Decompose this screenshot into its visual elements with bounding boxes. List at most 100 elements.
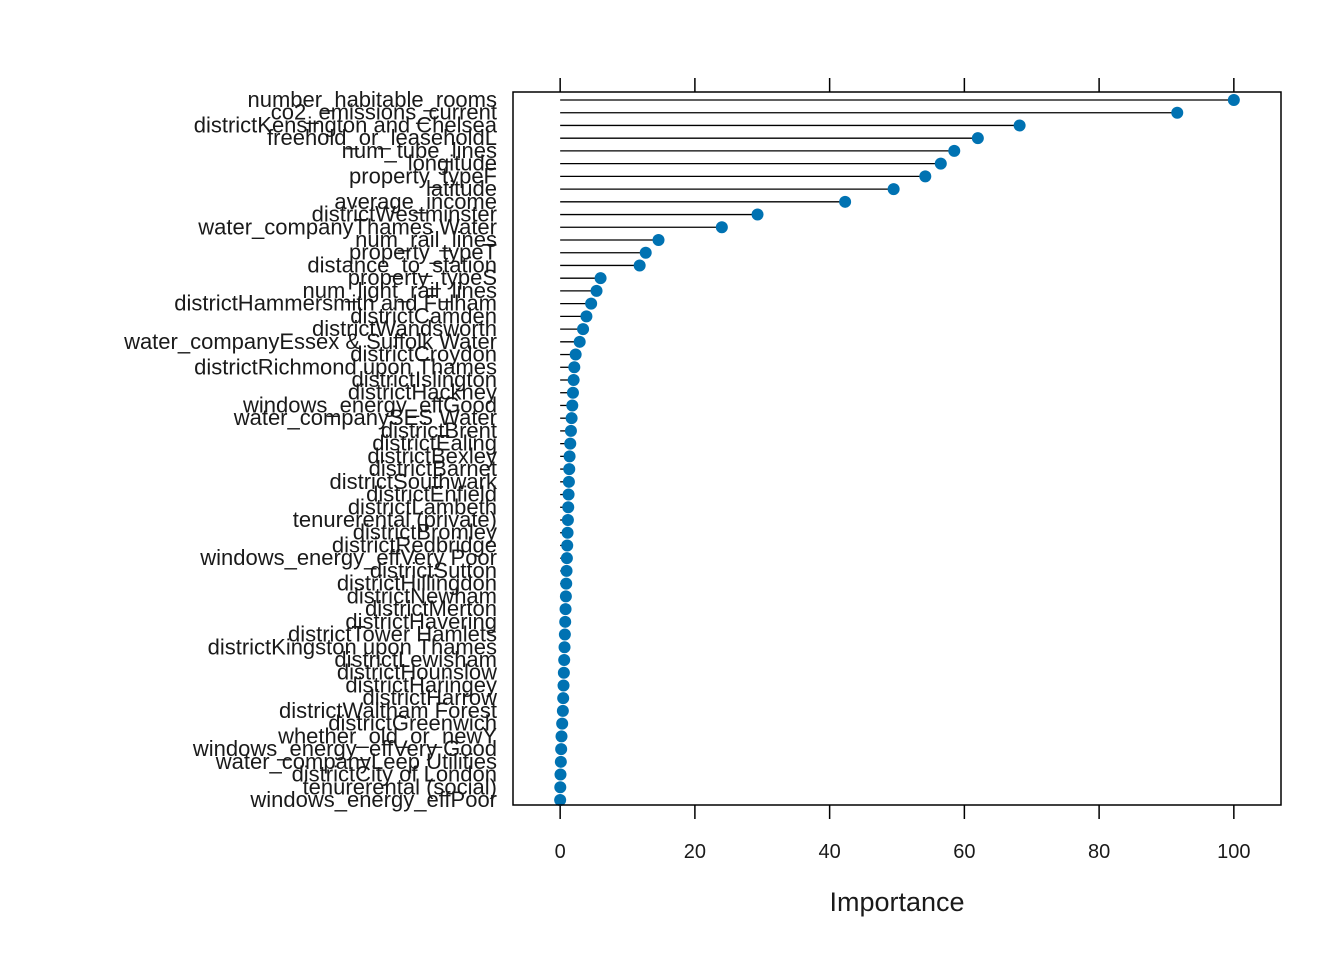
variable-label: distance_to_station [307, 252, 497, 277]
data-point [580, 310, 593, 323]
variable-label: water_companyEssex & Suffolk Water [123, 329, 497, 354]
data-point [577, 323, 590, 336]
variable-label: districtBromley [353, 520, 497, 545]
data-point [567, 374, 580, 386]
data-point [633, 259, 646, 272]
variable-label: districtLambeth [348, 494, 497, 519]
data-point [639, 246, 652, 259]
variable-label: districtCamden [350, 303, 497, 328]
variable-label: districtNewham [347, 583, 497, 608]
data-point [585, 297, 598, 310]
top-axis-ticks [559, 78, 1235, 92]
variable-label: water_companyThames Water [197, 214, 497, 239]
data-point [556, 704, 569, 717]
x-tick-label: 20 [684, 841, 706, 863]
data-point [934, 157, 947, 170]
data-point [971, 132, 984, 145]
variable-label: districtHillingdon [337, 571, 497, 596]
variable-label: freehold_or_leaseholdL [267, 125, 497, 150]
variable-label: water_companySES Water [233, 405, 497, 430]
data-point [561, 526, 574, 539]
data-point [1227, 94, 1240, 106]
data-point [560, 552, 573, 565]
variable-label: districtGreenwich [328, 711, 497, 736]
variable-label: districtHammersmith and Fulham [174, 291, 497, 316]
data-point [564, 424, 577, 437]
data-point [590, 284, 603, 297]
data-point [559, 603, 572, 616]
variable-label: num_tube_lines [342, 138, 497, 163]
data-point [573, 335, 586, 348]
data-point [562, 501, 575, 514]
data-point [560, 577, 573, 590]
variable-label: average_income [334, 189, 497, 214]
variable-label: districtCity of London [292, 762, 497, 787]
x-tick-label: 60 [953, 841, 975, 863]
variable-label: districtWestminster [312, 202, 497, 227]
data-point [559, 615, 572, 628]
variable-label: districtBexley [367, 443, 497, 468]
variable-label: tenurerental (social) [303, 774, 497, 799]
variable-label: longitude [408, 151, 497, 176]
variable-label: districtWandsworth [312, 316, 497, 341]
variable-label: districtHounslow [337, 660, 497, 685]
variable-label: windows_energy_effVery Good [192, 736, 497, 761]
data-point [561, 514, 574, 526]
data-point [558, 641, 571, 654]
variable-label: whether_old_or_newY [277, 723, 497, 748]
variable-label: tenurerental (private) [293, 507, 497, 532]
variable-labels: number_habitable_roomsco2_emissions_curr… [123, 87, 498, 812]
variable-label: water_companyLeep Utilities [215, 749, 497, 774]
x-tick-label: 0 [555, 841, 566, 863]
data-point [557, 679, 570, 692]
data-point [919, 170, 932, 183]
data-point [554, 755, 567, 768]
variable-label: districtRichmond upon Thames [194, 354, 497, 379]
variable-label: num_rail_lines [355, 227, 497, 252]
data-point [715, 221, 728, 234]
data-point [557, 666, 570, 679]
data-point [563, 450, 576, 463]
variable-label: districtWaltham Forest [279, 698, 497, 723]
data-point [751, 208, 764, 221]
data-point [1013, 119, 1026, 132]
data-point [555, 743, 568, 756]
variable-label: districtSouthwark [329, 469, 498, 494]
variable-label: windows_energy_effGood [242, 392, 497, 417]
variable-label: districtBarnet [369, 456, 497, 481]
data-point [564, 437, 577, 450]
variable-label: districtRedbridge [332, 532, 497, 557]
variable-label: districtSutton [370, 558, 497, 583]
variable-label: districtEnfield [366, 482, 497, 507]
variable-label: districtEaling [372, 431, 497, 456]
variable-label: property_typeT [349, 240, 497, 265]
data-point [562, 475, 575, 488]
variable-label: latitude [426, 176, 497, 201]
variable-label: districtCroydon [350, 342, 497, 367]
variable-label: windows_energy_effVery Poor [199, 545, 497, 570]
data-point [594, 272, 607, 285]
data-point [1171, 106, 1184, 119]
data-point [652, 234, 665, 246]
variable-label: districtTower Hamlets [288, 622, 497, 647]
variable-label: num_light_rail_lines [303, 278, 497, 303]
data-point [566, 386, 579, 399]
variable-label: districtKingston upon Thames [208, 634, 497, 659]
variable-label: districtKensington and Chelsea [194, 112, 498, 137]
x-tick-label: 80 [1088, 841, 1110, 863]
variable-label: districtHackney [348, 380, 497, 405]
data-point [887, 183, 900, 196]
x-tick-label: 40 [819, 841, 841, 863]
lollipop-stems [560, 99, 1234, 788]
data-point [554, 768, 567, 781]
data-point [558, 654, 571, 666]
variable-label: districtHavering [345, 609, 497, 634]
data-point [560, 564, 573, 577]
x-axis-title: Importance [829, 887, 964, 917]
data-point [556, 717, 569, 730]
variable-label: districtHarrow [363, 685, 498, 710]
x-tick-label: 100 [1217, 841, 1250, 863]
lollipop-points [554, 94, 1240, 806]
data-point [561, 539, 574, 552]
